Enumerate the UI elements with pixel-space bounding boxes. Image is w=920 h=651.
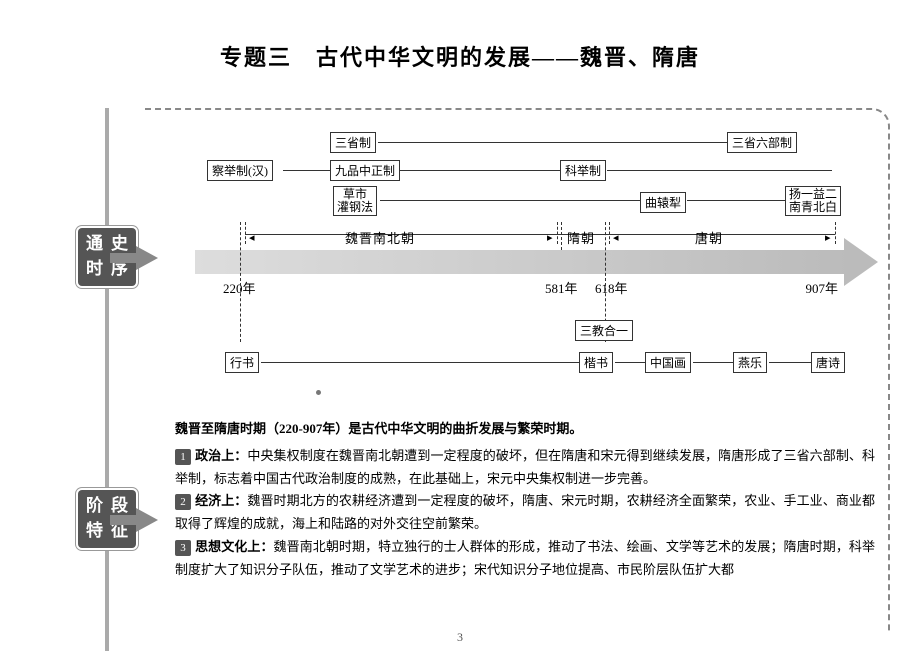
connector <box>283 170 330 171</box>
bracket-arrow-icon: ◂ <box>249 231 255 244</box>
para-culture: 3 思想文化上：魏晋南北朝时期，特立独行的士人群体的形成，推动了书法、绘画、文学等… <box>175 536 875 582</box>
vertical-spine <box>105 108 109 651</box>
box-chaju: 察举制(汉) <box>207 160 273 181</box>
box-jiupin: 九品中正制 <box>330 160 400 181</box>
arrow-stem <box>110 515 138 525</box>
period-sep <box>557 222 558 244</box>
bracket-arrow-icon: ▸ <box>547 231 553 244</box>
timeline-diagram: 220年 581年 618年 907年 魏晋南北朝 隋朝 唐朝 ◂ ▸ ◂ ▸ … <box>175 120 880 410</box>
num-badge-3: 3 <box>175 540 191 556</box>
dot-icon <box>316 390 321 395</box>
box-xingshu: 行书 <box>225 352 259 373</box>
box-line: 南青北白 <box>789 201 837 214</box>
arrow-stem <box>110 253 138 263</box>
timeline-bar <box>195 250 850 274</box>
arrow-head-icon <box>136 508 158 532</box>
seal-char: 阶 <box>82 496 107 516</box>
label-culture: 思想文化上： <box>195 539 274 554</box>
box-caoshi: 草市 灌钢法 <box>333 186 377 216</box>
year-581: 581年 <box>545 278 578 297</box>
box-sansheng: 三省制 <box>330 132 376 153</box>
box-yanle: 燕乐 <box>733 352 767 373</box>
bracket-arrow-icon: ◂ <box>613 231 619 244</box>
seal-char: 时 <box>82 259 107 279</box>
period-sui: 隋朝 <box>567 228 595 247</box>
body-politics: 中央集权制度在魏晋南北朝遭到一定程度的破坏，但在隋唐和宋元得到继续发展，隋唐形成… <box>175 448 875 486</box>
label-economy: 经济上： <box>195 493 247 508</box>
period-sep <box>245 222 246 244</box>
vline <box>240 222 241 342</box>
body-culture: 魏晋南北朝时期，特立独行的士人群体的形成，推动了书法、绘画、文学等艺术的发展；隋… <box>175 539 875 577</box>
box-keju: 科举制 <box>560 160 606 181</box>
connector <box>687 200 785 201</box>
vline <box>561 222 562 250</box>
box-quyuanli: 曲辕犁 <box>640 192 686 213</box>
year-907: 907年 <box>805 278 838 297</box>
connector <box>380 200 640 201</box>
seal-char: 段 <box>107 496 132 516</box>
period-baseline <box>245 234 835 235</box>
seal-char: 通 <box>82 234 107 254</box>
period-sep <box>835 222 836 244</box>
body-economy: 魏晋时期北方的农耕经济遭到一定程度的破坏，隋唐、宋元时期，农耕经济全面繁荣，农业… <box>175 493 875 531</box>
period-weijin: 魏晋南北朝 <box>345 228 415 247</box>
connector <box>769 362 811 363</box>
connector <box>378 142 728 143</box>
box-yangyi: 扬一益二 南青北白 <box>785 186 841 216</box>
connector <box>615 362 645 363</box>
seal-char: 史 <box>107 234 132 254</box>
intro-line: 魏晋至隋唐时期（220-907年）是古代中华文明的曲折发展与繁荣时期。 <box>175 418 875 441</box>
year-618: 618年 <box>595 278 628 297</box>
box-ssliubu: 三省六部制 <box>727 132 797 153</box>
page-number: 3 <box>0 630 920 645</box>
period-tang: 唐朝 <box>695 228 723 247</box>
connector <box>693 362 733 363</box>
box-zhonghua: 中国画 <box>645 352 691 373</box>
stage-features-text: 魏晋至隋唐时期（220-907年）是古代中华文明的曲折发展与繁荣时期。 1 政治上… <box>175 418 875 581</box>
num-badge-2: 2 <box>175 494 191 510</box>
para-politics: 1 政治上：中央集权制度在魏晋南北朝遭到一定程度的破坏，但在隋唐和宋元得到继续发展… <box>175 445 875 491</box>
seal-char: 特 <box>82 521 107 541</box>
box-sanjiao: 三教合一 <box>575 320 633 341</box>
connector <box>400 170 560 171</box>
box-kaishu: 楷书 <box>579 352 613 373</box>
arrow-head-icon <box>136 246 158 270</box>
label-politics: 政治上： <box>195 448 247 463</box>
num-badge-1: 1 <box>175 449 191 465</box>
para-economy: 2 经济上：魏晋时期北方的农耕经济遭到一定程度的破坏，隋唐、宋元时期，农耕经济全面… <box>175 490 875 536</box>
connector <box>607 170 832 171</box>
box-line: 灌钢法 <box>337 201 373 214</box>
bracket-arrow-icon: ▸ <box>825 231 831 244</box>
page-title: 专题三 古代中华文明的发展——魏晋、隋唐 <box>0 0 920 92</box>
box-tangshi: 唐诗 <box>811 352 845 373</box>
period-sep <box>609 222 610 244</box>
timeline-arrowhead-icon <box>844 238 878 286</box>
connector <box>261 362 579 363</box>
